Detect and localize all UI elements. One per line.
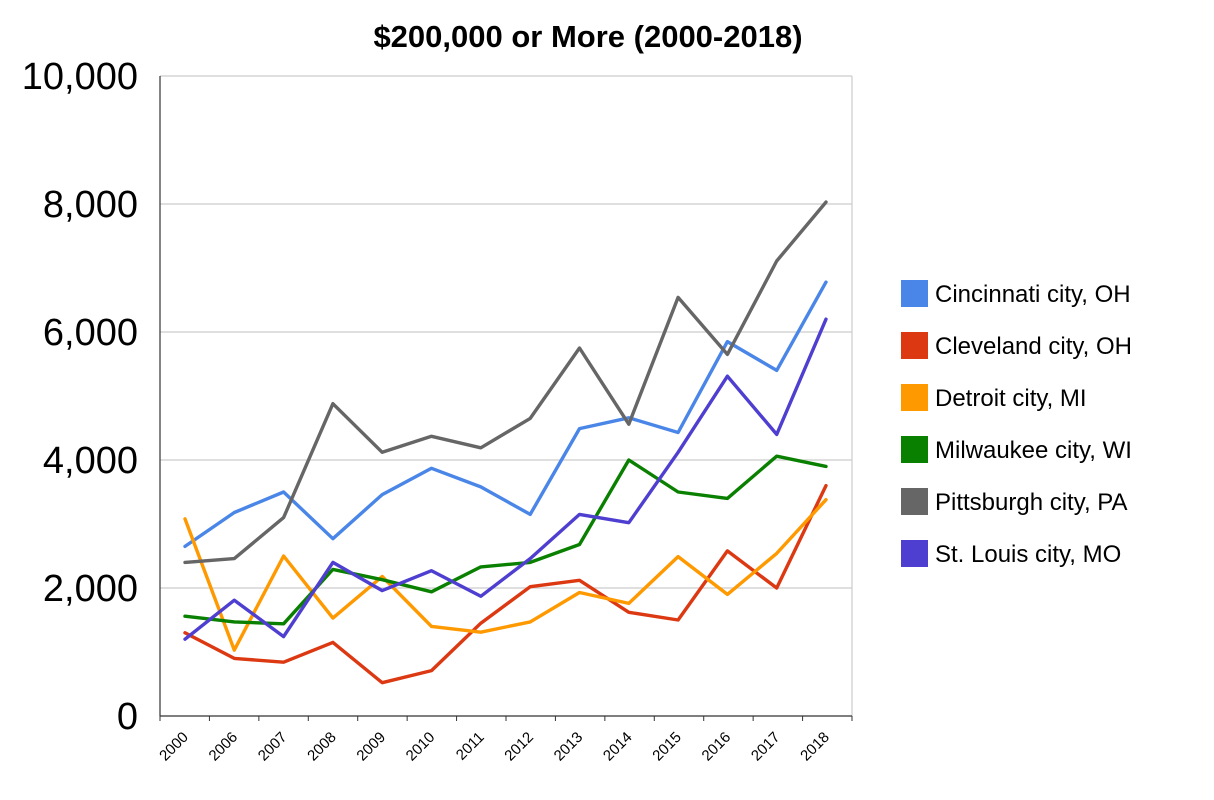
chart-title: $200,000 or More (2000-2018) xyxy=(373,19,802,54)
x-tick-label: 2000 xyxy=(156,729,192,765)
series-line xyxy=(183,280,828,549)
x-tick-label: 2015 xyxy=(649,729,685,765)
legend-swatch xyxy=(901,540,928,567)
legend: Cincinnati city, OH Cleveland city, OH Det… xyxy=(901,280,1132,568)
x-tick-label: 2009 xyxy=(353,729,389,765)
legend-label: Detroit city, MI xyxy=(935,385,1087,412)
legend-swatch xyxy=(901,332,928,359)
legend-label: Pittsburgh city, PA xyxy=(935,489,1128,516)
legend-label: Cleveland city, OH xyxy=(935,333,1132,360)
series-line xyxy=(183,200,828,565)
x-tick-label: 2013 xyxy=(551,729,587,765)
x-tick-label: 2008 xyxy=(304,729,340,765)
legend-label: St. Louis city, MO xyxy=(935,541,1121,568)
x-tick-label: 2012 xyxy=(501,729,537,765)
y-tick-label: 0 xyxy=(117,696,138,738)
legend-swatch xyxy=(901,488,928,515)
gridlines xyxy=(160,75,852,589)
legend-swatch xyxy=(901,280,928,307)
y-tick-label: 8,000 xyxy=(43,184,138,226)
x-tick-label: 2011 xyxy=(453,729,488,764)
y-tick-label: 6,000 xyxy=(43,312,138,354)
legend-swatch xyxy=(901,384,928,411)
legend-swatch xyxy=(901,436,928,463)
x-axis-ticks: 2000 2006 2007 2008 2009 2010 2011 2012 2013 2014… xyxy=(156,729,833,765)
x-tick-label: 2014 xyxy=(600,729,636,765)
series-lines xyxy=(183,200,828,685)
series-line xyxy=(183,498,828,652)
series-line xyxy=(183,483,828,685)
y-axis-ticks: 0 2,000 4,000 6,000 8,000 10,000 xyxy=(22,56,138,738)
legend-label: Milwaukee city, WI xyxy=(935,437,1132,464)
series-line xyxy=(183,454,828,626)
x-tick-label: 2010 xyxy=(403,729,439,765)
x-tick-label: 2016 xyxy=(699,729,735,765)
y-tick-label: 10,000 xyxy=(22,56,138,98)
x-tick-label: 2007 xyxy=(255,729,291,765)
legend-label: Cincinnati city, OH xyxy=(935,281,1131,308)
axes xyxy=(159,76,853,721)
x-tick-label: 2017 xyxy=(748,729,784,765)
x-tick-label: 2018 xyxy=(797,729,833,765)
y-tick-label: 4,000 xyxy=(43,440,138,482)
y-tick-label: 2,000 xyxy=(43,568,138,610)
x-tick-label: 2006 xyxy=(206,729,242,765)
series-line xyxy=(183,317,828,641)
